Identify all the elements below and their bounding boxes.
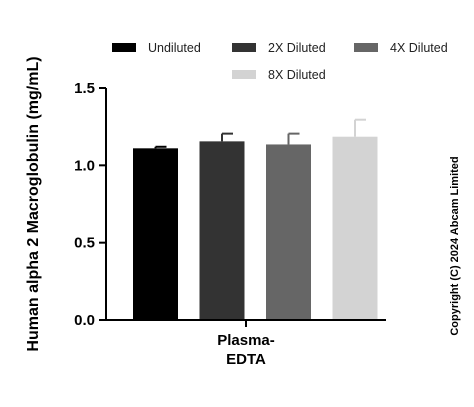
legend: Undiluted 2X Diluted 4X Diluted 8X Diluted — [112, 41, 448, 82]
x-axis: Plasma- EDTA — [105, 319, 386, 368]
legend-swatch — [354, 43, 378, 52]
y-tick-label: 1.5 — [74, 80, 95, 97]
bar — [133, 148, 178, 320]
legend-label: Undiluted — [148, 41, 201, 55]
legend-swatch — [112, 43, 136, 52]
bar — [199, 141, 245, 320]
y-tick-label: 1.0 — [74, 157, 95, 174]
bar — [266, 144, 311, 320]
x-tick-label: EDTA — [226, 351, 266, 368]
y-axis: 0.0 0.5 1.0 1.5 — [74, 80, 107, 329]
legend-label: 8X Diluted — [268, 68, 326, 82]
copyright-text: Copyright (C) 2024 Abcam Limited — [449, 156, 461, 335]
bars — [133, 118, 378, 320]
y-axis-title: Human alpha 2 Macroglobulin (mg/mL) — [25, 56, 42, 351]
legend-swatch — [232, 70, 256, 79]
x-tick-label: Plasma- — [217, 332, 275, 349]
legend-label: 2X Diluted — [268, 41, 326, 55]
legend-swatch — [232, 43, 256, 52]
y-tick-label: 0.5 — [74, 235, 95, 252]
legend-label: 4X Diluted — [390, 41, 448, 55]
y-tick-label: 0.0 — [74, 312, 95, 329]
bar — [332, 136, 378, 320]
